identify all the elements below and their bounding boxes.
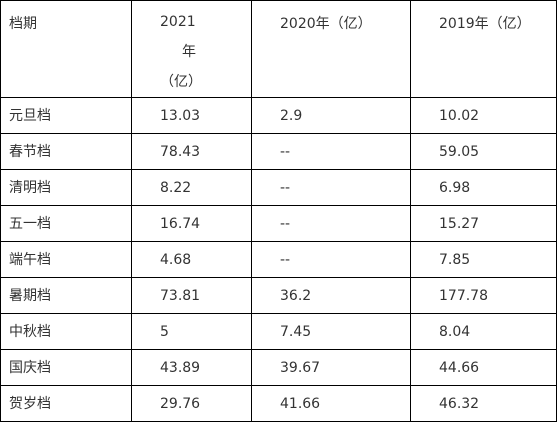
value-2019-cell: 10.02 bbox=[410, 97, 557, 134]
value-2020: 41.66 bbox=[280, 395, 321, 412]
table-row: 端午档 4.68 -- 7.85 bbox=[0, 241, 557, 278]
period-name: 中秋档 bbox=[9, 323, 51, 340]
value-2021: 73.81 bbox=[160, 287, 201, 304]
value-2020: -- bbox=[280, 251, 291, 268]
value-2020-cell: -- bbox=[251, 205, 411, 242]
table-row: 元旦档 13.03 2.9 10.02 bbox=[0, 97, 557, 134]
value-2019-cell: 8.04 bbox=[410, 313, 557, 350]
value-2019-cell: 59.05 bbox=[410, 133, 557, 170]
value-2020: 36.2 bbox=[280, 287, 312, 304]
value-2019: 46.32 bbox=[439, 395, 480, 412]
value-2019-cell: 15.27 bbox=[410, 205, 557, 242]
value-2019: 10.02 bbox=[439, 107, 480, 124]
value-2020-cell: -- bbox=[251, 241, 411, 278]
value-2021: 78.43 bbox=[160, 143, 201, 160]
value-2019-cell: 44.66 bbox=[410, 349, 557, 386]
value-2019: 6.98 bbox=[439, 179, 471, 196]
period-cell: 元旦档 bbox=[0, 97, 132, 134]
value-2020-cell: 2.9 bbox=[251, 97, 411, 134]
value-2020: 7.45 bbox=[280, 323, 312, 340]
value-2020-cell: -- bbox=[251, 169, 411, 206]
value-2019-cell: 6.98 bbox=[410, 169, 557, 206]
value-2020-cell: 41.66 bbox=[251, 385, 411, 422]
value-2019: 59.05 bbox=[439, 143, 480, 160]
value-2020-cell: 36.2 bbox=[251, 277, 411, 314]
value-2019: 7.85 bbox=[439, 251, 471, 268]
period-name: 五一档 bbox=[9, 215, 51, 232]
header-2019-label: 2019年（亿） bbox=[439, 16, 531, 32]
value-2021-cell: 43.89 bbox=[131, 349, 252, 386]
value-2019-cell: 7.85 bbox=[410, 241, 557, 278]
header-cell-2020: 2020年（亿） bbox=[251, 0, 411, 98]
value-2021: 4.68 bbox=[160, 251, 192, 268]
value-2020-cell: -- bbox=[251, 133, 411, 170]
period-name: 国庆档 bbox=[9, 359, 51, 376]
header-cell-2019: 2019年（亿） bbox=[410, 0, 557, 98]
value-2020: 39.67 bbox=[280, 359, 321, 376]
value-2021-cell: 4.68 bbox=[131, 241, 252, 278]
value-2021: 8.22 bbox=[160, 179, 192, 196]
value-2021: 16.74 bbox=[160, 215, 201, 232]
value-2020-cell: 7.45 bbox=[251, 313, 411, 350]
period-name: 端午档 bbox=[9, 251, 51, 268]
table-row: 贺岁档 29.76 41.66 46.32 bbox=[0, 385, 557, 422]
period-name: 春节档 bbox=[9, 143, 51, 160]
period-cell: 五一档 bbox=[0, 205, 132, 242]
value-2021-cell: 8.22 bbox=[131, 169, 252, 206]
period-cell: 清明档 bbox=[0, 169, 132, 206]
period-cell: 贺岁档 bbox=[0, 385, 132, 422]
table-row: 清明档 8.22 -- 6.98 bbox=[0, 169, 557, 206]
period-name: 清明档 bbox=[9, 179, 51, 196]
value-2021-cell: 5 bbox=[131, 313, 252, 350]
value-2019: 8.04 bbox=[439, 323, 471, 340]
value-2019-cell: 46.32 bbox=[410, 385, 557, 422]
table-row: 暑期档 73.81 36.2 177.78 bbox=[0, 277, 557, 314]
value-2021-cell: 13.03 bbox=[131, 97, 252, 134]
period-cell: 国庆档 bbox=[0, 349, 132, 386]
header-2021-year: 2021 bbox=[160, 14, 196, 30]
table-row: 中秋档 5 7.45 8.04 bbox=[0, 313, 557, 350]
period-cell: 春节档 bbox=[0, 133, 132, 170]
header-2021-unit: （亿） bbox=[160, 74, 202, 90]
header-cell-period: 档期 bbox=[0, 0, 132, 98]
value-2021-cell: 78.43 bbox=[131, 133, 252, 170]
header-2021-nian: 年 bbox=[182, 44, 196, 60]
value-2020: 2.9 bbox=[280, 107, 303, 124]
period-cell: 端午档 bbox=[0, 241, 132, 278]
period-cell: 暑期档 bbox=[0, 277, 132, 314]
table-row: 五一档 16.74 -- 15.27 bbox=[0, 205, 557, 242]
value-2021-cell: 16.74 bbox=[131, 205, 252, 242]
value-2021: 29.76 bbox=[160, 395, 201, 412]
value-2020: -- bbox=[280, 143, 291, 160]
header-2021-label: 2021 年 （亿） bbox=[133, 2, 231, 97]
header-2020-label: 2020年（亿） bbox=[280, 16, 372, 32]
period-name: 元旦档 bbox=[9, 107, 51, 124]
value-2019-cell: 177.78 bbox=[410, 277, 557, 314]
period-name: 暑期档 bbox=[9, 287, 51, 304]
period-name: 贺岁档 bbox=[9, 395, 51, 412]
value-2021: 5 bbox=[160, 323, 169, 340]
table-header-row: 档期 2021 年 （亿） 2020年（亿） 2019年（亿） bbox=[0, 0, 557, 98]
header-period-label: 档期 bbox=[9, 16, 37, 32]
value-2020-cell: 39.67 bbox=[251, 349, 411, 386]
value-2019: 177.78 bbox=[439, 287, 488, 304]
value-2021: 43.89 bbox=[160, 359, 201, 376]
period-cell: 中秋档 bbox=[0, 313, 132, 350]
table-row: 国庆档 43.89 39.67 44.66 bbox=[0, 349, 557, 386]
value-2021-cell: 29.76 bbox=[131, 385, 252, 422]
table-row: 春节档 78.43 -- 59.05 bbox=[0, 133, 557, 170]
value-2021: 13.03 bbox=[160, 107, 201, 124]
value-2021-cell: 73.81 bbox=[131, 277, 252, 314]
value-2020: -- bbox=[280, 179, 291, 196]
value-2019: 44.66 bbox=[439, 359, 480, 376]
value-2020: -- bbox=[280, 215, 291, 232]
header-cell-2021: 2021 年 （亿） bbox=[131, 0, 252, 98]
value-2019: 15.27 bbox=[439, 215, 480, 232]
